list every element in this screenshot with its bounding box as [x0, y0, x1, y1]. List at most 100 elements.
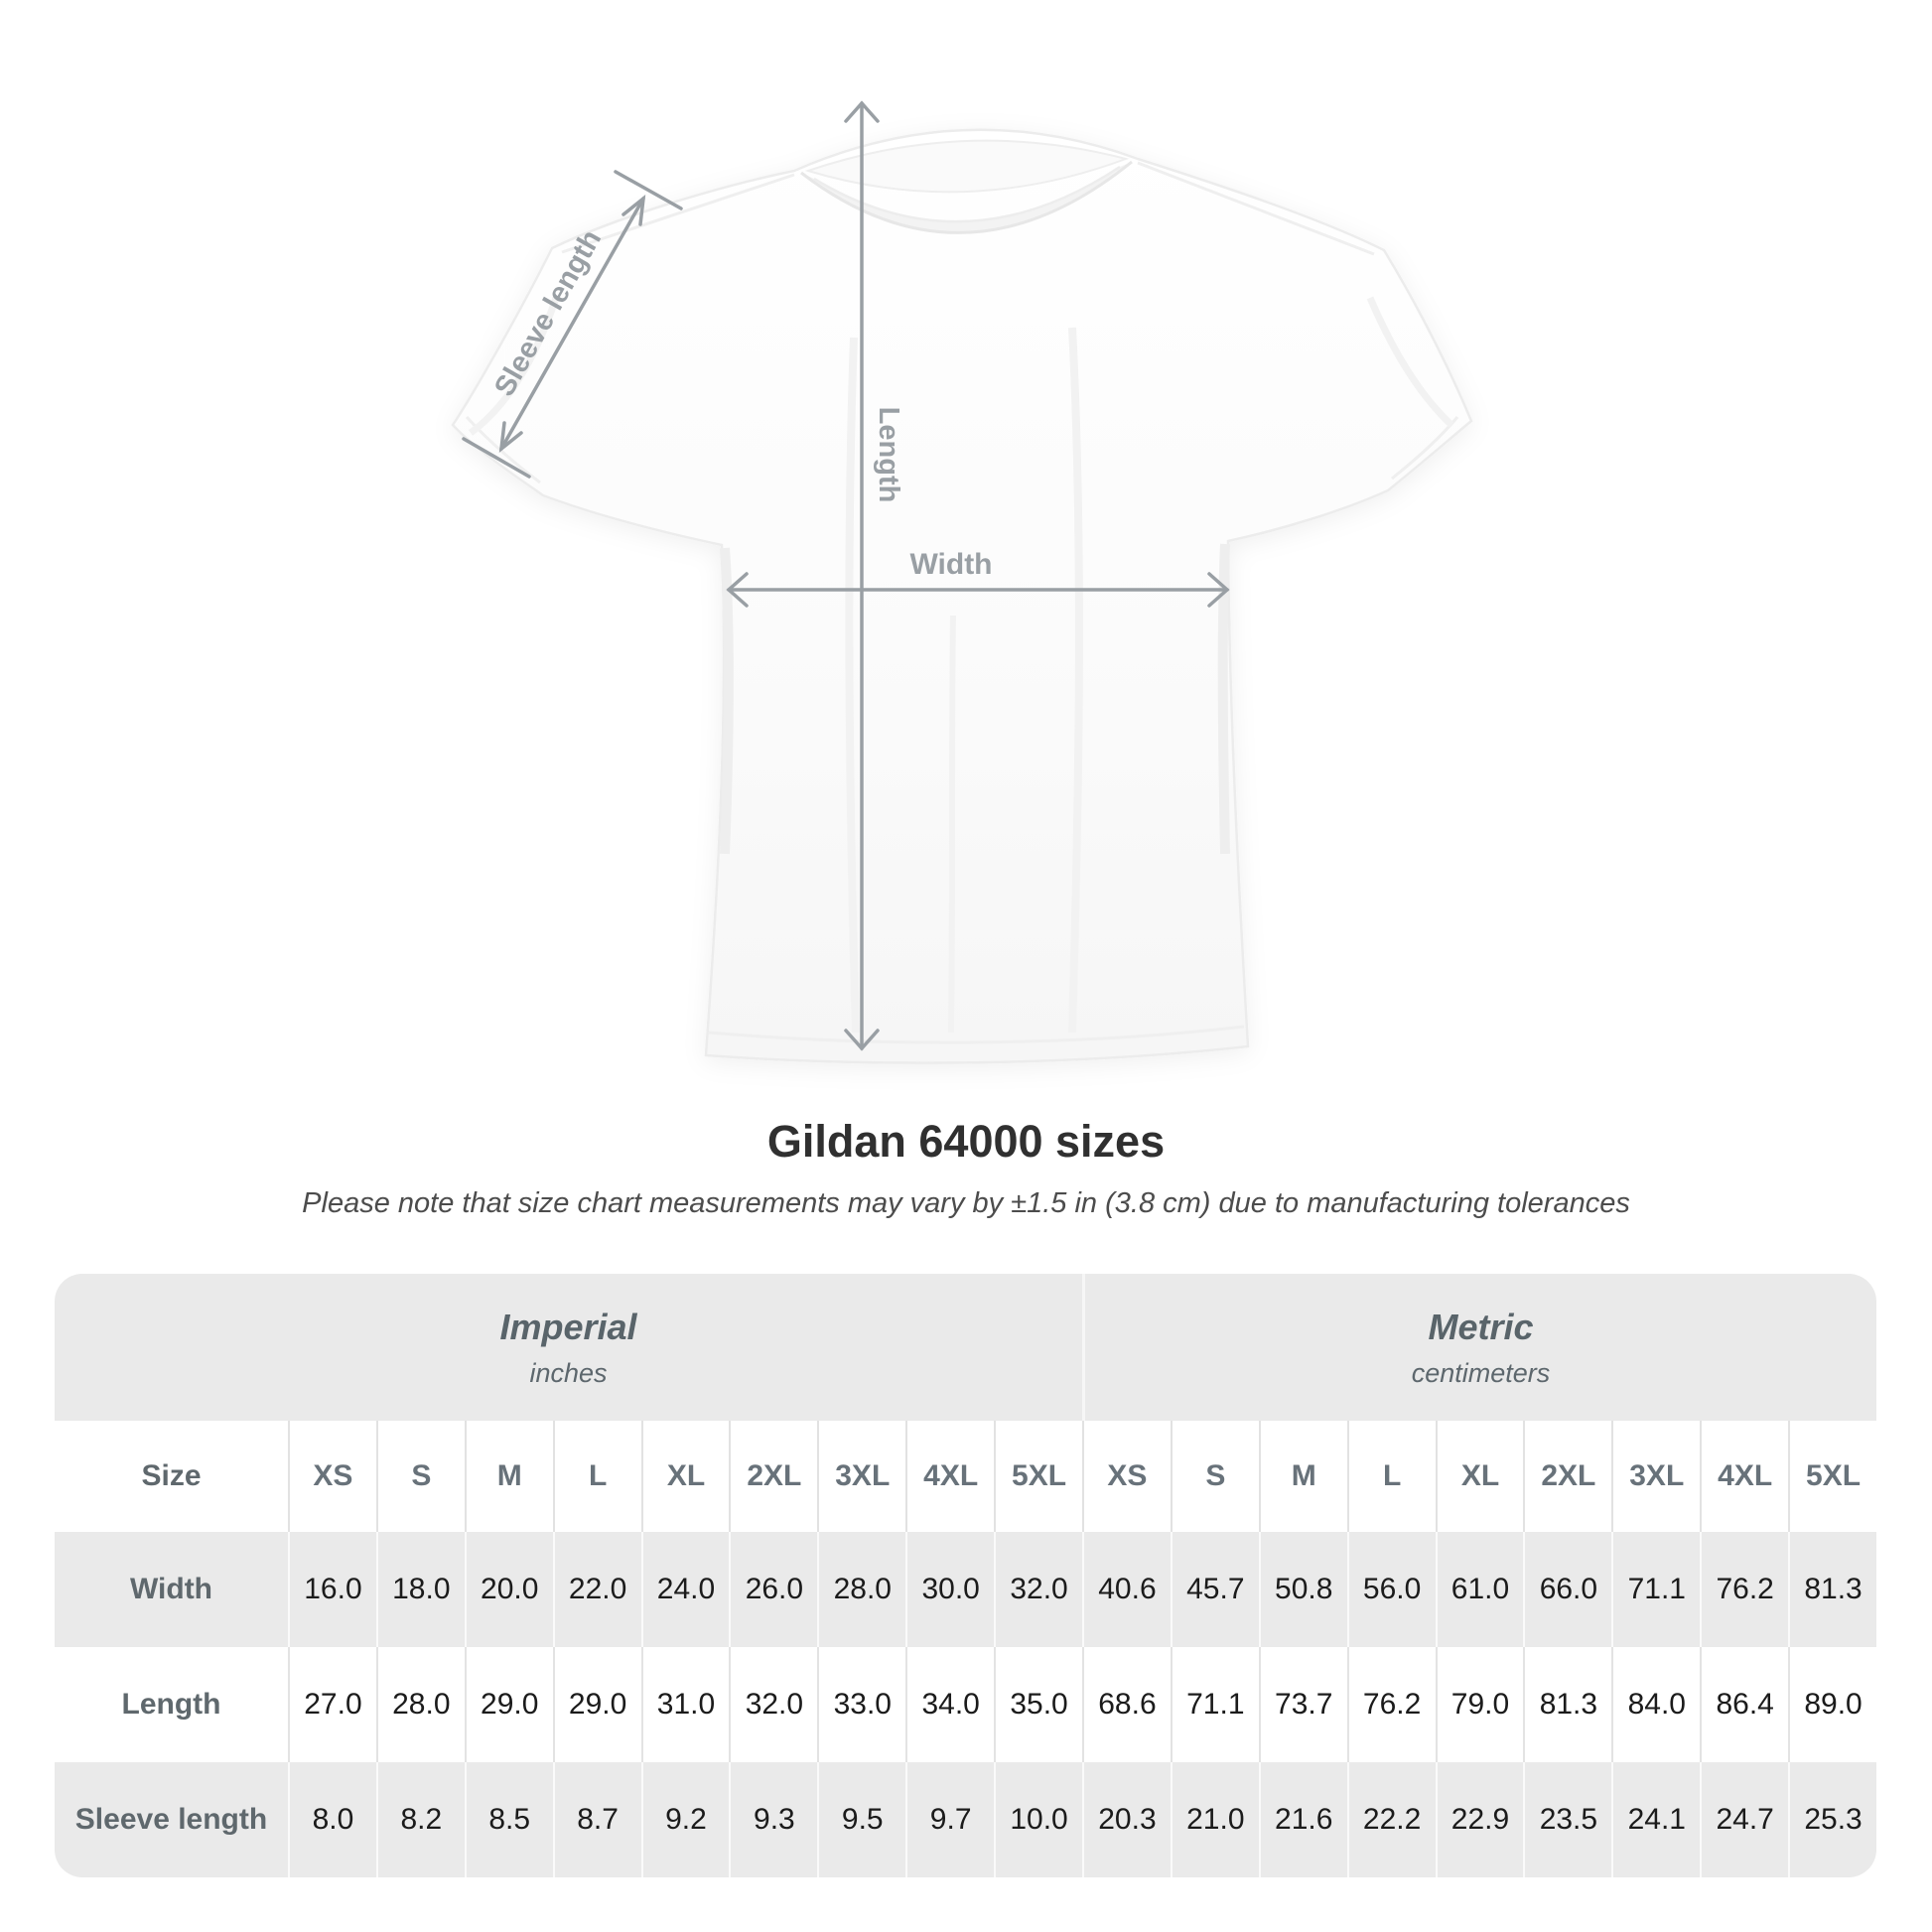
table-row-length: Length 27.0 28.0 29.0 29.0 31.0 32.0 33.…	[55, 1647, 1876, 1762]
table-cell: 32.0	[994, 1532, 1082, 1647]
table-cell: 24.0	[640, 1532, 730, 1647]
size-header: 2XL	[729, 1421, 817, 1532]
table-cell: 81.3	[1788, 1532, 1876, 1647]
table-cell: 27.0	[288, 1647, 376, 1762]
size-header: M	[1258, 1421, 1347, 1532]
imperial-title: Imperial	[499, 1306, 637, 1347]
table-cell: 28.0	[817, 1532, 905, 1647]
size-header: 2XL	[1523, 1421, 1611, 1532]
size-table: Imperial inches Metric centimeters Size …	[55, 1274, 1876, 1877]
size-header: 5XL	[1788, 1421, 1876, 1532]
imperial-unit: inches	[529, 1357, 608, 1388]
table-cell: 29.0	[552, 1647, 641, 1762]
table-cell: 29.0	[464, 1647, 553, 1762]
table-cell: 18.0	[375, 1532, 465, 1647]
size-header: XL	[1435, 1421, 1524, 1532]
table-cell: 22.2	[1346, 1762, 1436, 1877]
table-cell: 28.0	[375, 1647, 465, 1762]
table-cell: 20.0	[464, 1532, 553, 1647]
tshirt-image: Sleeve length Length Width	[451, 100, 1473, 1064]
table-cell: 32.0	[729, 1647, 817, 1762]
table-cell: 31.0	[640, 1647, 730, 1762]
table-cell: 30.0	[905, 1532, 994, 1647]
table-cell: 8.5	[464, 1762, 553, 1877]
table-cell: 56.0	[1346, 1532, 1436, 1647]
row-label: Width	[129, 1573, 213, 1605]
row-label: Length	[121, 1688, 221, 1721]
table-cell: 16.0	[288, 1532, 376, 1647]
metric-title: Metric	[1428, 1306, 1534, 1347]
table-cell: 33.0	[817, 1647, 905, 1762]
table-cell: 23.5	[1523, 1762, 1611, 1877]
unit-header-row: Imperial inches Metric centimeters	[55, 1274, 1876, 1421]
table-row-sleeve-length: Sleeve length 8.0 8.2 8.5 8.7 9.2 9.3 9.…	[55, 1762, 1876, 1877]
table-cell: 10.0	[994, 1762, 1082, 1877]
table-cell: 9.3	[729, 1762, 817, 1877]
size-header: M	[464, 1421, 553, 1532]
table-cell: 61.0	[1435, 1532, 1524, 1647]
size-header: XS	[288, 1421, 376, 1532]
size-header-row: Size XS S M L XL 2XL 3XL 4XL 5XL XS S M …	[55, 1421, 1876, 1532]
imperial-section-header: Imperial inches	[55, 1274, 1082, 1421]
page-subtitle: Please note that size chart measurements…	[302, 1187, 1630, 1219]
table-cell: 22.0	[552, 1532, 641, 1647]
table-cell: 73.7	[1258, 1647, 1347, 1762]
size-header: 5XL	[994, 1421, 1082, 1532]
width-arrow	[726, 572, 1230, 608]
metric-unit: centimeters	[1411, 1357, 1551, 1388]
table-cell: 26.0	[729, 1532, 817, 1647]
table-cell: 25.3	[1788, 1762, 1876, 1877]
table-cell: 79.0	[1435, 1647, 1524, 1762]
table-cell: 68.6	[1081, 1647, 1171, 1762]
metric-section-header: Metric centimeters	[1082, 1274, 1876, 1421]
width-label: Width	[909, 548, 992, 581]
table-cell: 9.5	[817, 1762, 905, 1877]
table-cell: 81.3	[1523, 1647, 1611, 1762]
table-cell: 9.2	[640, 1762, 730, 1877]
shirt-wrinkles	[468, 296, 1454, 1034]
table-cell: 8.0	[288, 1762, 376, 1877]
length-arrow	[844, 100, 880, 1051]
table-cell: 35.0	[994, 1647, 1082, 1762]
table-cell: 20.3	[1081, 1762, 1171, 1877]
length-label: Length	[873, 407, 904, 503]
table-cell: 66.0	[1523, 1532, 1611, 1647]
table-cell: 71.1	[1170, 1647, 1259, 1762]
table-cell: 45.7	[1170, 1532, 1259, 1647]
table-cell: 86.4	[1700, 1647, 1788, 1762]
table-cell: 22.9	[1435, 1762, 1524, 1877]
size-header: S	[1170, 1421, 1259, 1532]
size-header: XL	[640, 1421, 730, 1532]
table-cell: 40.6	[1081, 1532, 1171, 1647]
sleeve-length-arrow	[462, 170, 683, 479]
table-row-width: Width 16.0 18.0 20.0 22.0 24.0 26.0 28.0…	[55, 1532, 1876, 1647]
table-cell: 24.7	[1700, 1762, 1788, 1877]
size-header: 4XL	[905, 1421, 994, 1532]
table-cell: 71.1	[1611, 1532, 1700, 1647]
size-header: L	[1346, 1421, 1436, 1532]
table-cell: 8.2	[375, 1762, 465, 1877]
size-label: Size	[141, 1459, 202, 1492]
size-header: L	[552, 1421, 641, 1532]
size-header: 3XL	[817, 1421, 905, 1532]
table-cell: 50.8	[1258, 1532, 1347, 1647]
table-cell: 76.2	[1346, 1647, 1436, 1762]
table-cell: 9.7	[905, 1762, 994, 1877]
table-cell: 34.0	[905, 1647, 994, 1762]
size-header: XS	[1081, 1421, 1171, 1532]
row-label: Sleeve length	[74, 1803, 268, 1836]
page-title: Gildan 64000 sizes	[766, 1116, 1166, 1167]
tshirt-silhouette	[451, 128, 1473, 1064]
table-cell: 21.6	[1258, 1762, 1347, 1877]
tshirt-measurement-diagram: Sleeve length Length Width	[451, 100, 1473, 1064]
table-cell: 84.0	[1611, 1647, 1700, 1762]
size-header: 3XL	[1611, 1421, 1700, 1532]
table-cell: 21.0	[1170, 1762, 1259, 1877]
size-header: 4XL	[1700, 1421, 1788, 1532]
table-cell: 76.2	[1700, 1532, 1788, 1647]
table-cell: 8.7	[552, 1762, 641, 1877]
table-cell: 24.1	[1611, 1762, 1700, 1877]
table-cell: 89.0	[1788, 1647, 1876, 1762]
size-header: S	[375, 1421, 465, 1532]
